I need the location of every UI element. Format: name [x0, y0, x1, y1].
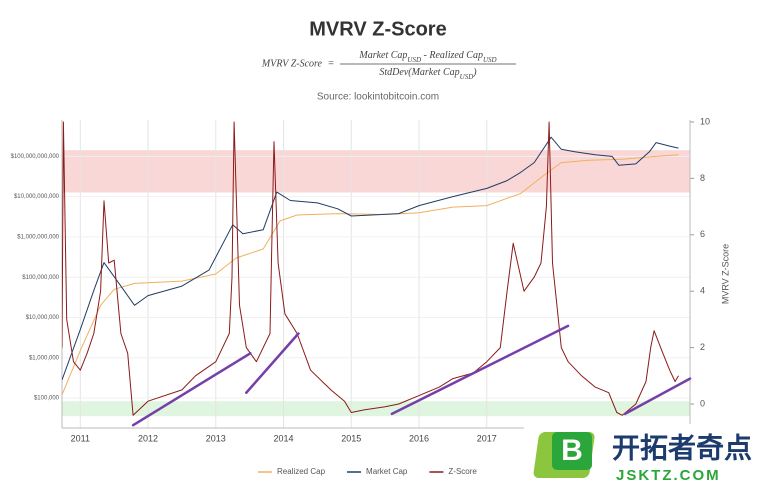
plot-area: 2011 2012 2013 2014 2015 2016 2017 $100,000 $1,0…: [11, 116, 710, 443]
trend-line: [131, 352, 252, 427]
series-line: [62, 154, 679, 395]
legend-label: Z-Score: [448, 467, 477, 476]
y-tick-label: $1,000,000,000: [17, 234, 59, 240]
series-line: [62, 136, 679, 381]
y2-tick-label: 4: [700, 286, 705, 296]
legend-label: Realized Cap: [277, 467, 326, 476]
x-tick-label: 2013: [206, 433, 226, 443]
formula-numerator: Market CapUSD - Realized CapUSD: [358, 50, 496, 63]
formula-denominator: StdDev(Market CapUSD): [379, 67, 477, 80]
x-tick-label: 2015: [341, 433, 361, 443]
watermark-title: 开拓者奇点: [612, 432, 752, 463]
x-tick-label: 2016: [409, 433, 429, 443]
legend-label: Market Cap: [366, 467, 408, 476]
chart-subtitle: Source: lookintobitcoin.com: [317, 92, 439, 103]
formula: MVRV Z-Score = Market CapUSD - Realized …: [261, 50, 516, 81]
subscript: USD: [407, 56, 421, 64]
formula-text: ): [472, 67, 477, 78]
zone-band: [62, 150, 690, 193]
y2-tick-label: 10: [700, 116, 710, 126]
y-tick-label: $10,000,000,000: [14, 194, 60, 200]
formula-lhs: MVRV Z-Score: [261, 58, 323, 69]
formula-eq: =: [328, 58, 335, 69]
formula-text: Market Cap: [358, 50, 407, 61]
y2-axis-label: MVRV Z-Score: [720, 244, 730, 304]
subscript: USD: [483, 56, 497, 64]
x-tick-label: 2012: [138, 433, 158, 443]
watermark-icon: [552, 432, 592, 470]
x-tick-label: 2017: [477, 433, 497, 443]
watermark: B 开拓者奇点 JSKTZ.COM: [524, 424, 774, 486]
trend-line: [390, 324, 570, 416]
x-tick-label: 2014: [274, 433, 294, 443]
x-tick-label: 2011: [71, 433, 90, 443]
formula-text: StdDev(Market Cap: [379, 67, 459, 78]
y2-tick-label: 8: [700, 173, 705, 183]
legend: Realized Cap Market Cap Z-Score: [258, 467, 477, 476]
y2-tick-label: 2: [700, 342, 705, 352]
subscript: USD: [460, 73, 474, 81]
y-tick-label: $10,000,000: [26, 315, 60, 321]
watermark-icon-letter: B: [561, 434, 583, 467]
chart-title: MVRV Z-Score: [309, 18, 446, 40]
y2-tick-label: 6: [700, 229, 705, 239]
formula-text: - Realized Cap: [421, 50, 483, 61]
y-tick-label: $100,000: [34, 396, 60, 402]
watermark-url: JSKTZ.COM: [616, 467, 721, 484]
trend-line: [245, 332, 300, 394]
zone-band: [62, 401, 690, 417]
y-tick-label: $100,000,000: [22, 275, 59, 281]
y-tick-label: $100,000,000,000: [11, 154, 60, 160]
y-tick-label: $1,000,000: [29, 355, 60, 361]
series-line: [62, 121, 679, 416]
y2-tick-label: 0: [700, 398, 705, 408]
trend-line: [623, 377, 692, 416]
